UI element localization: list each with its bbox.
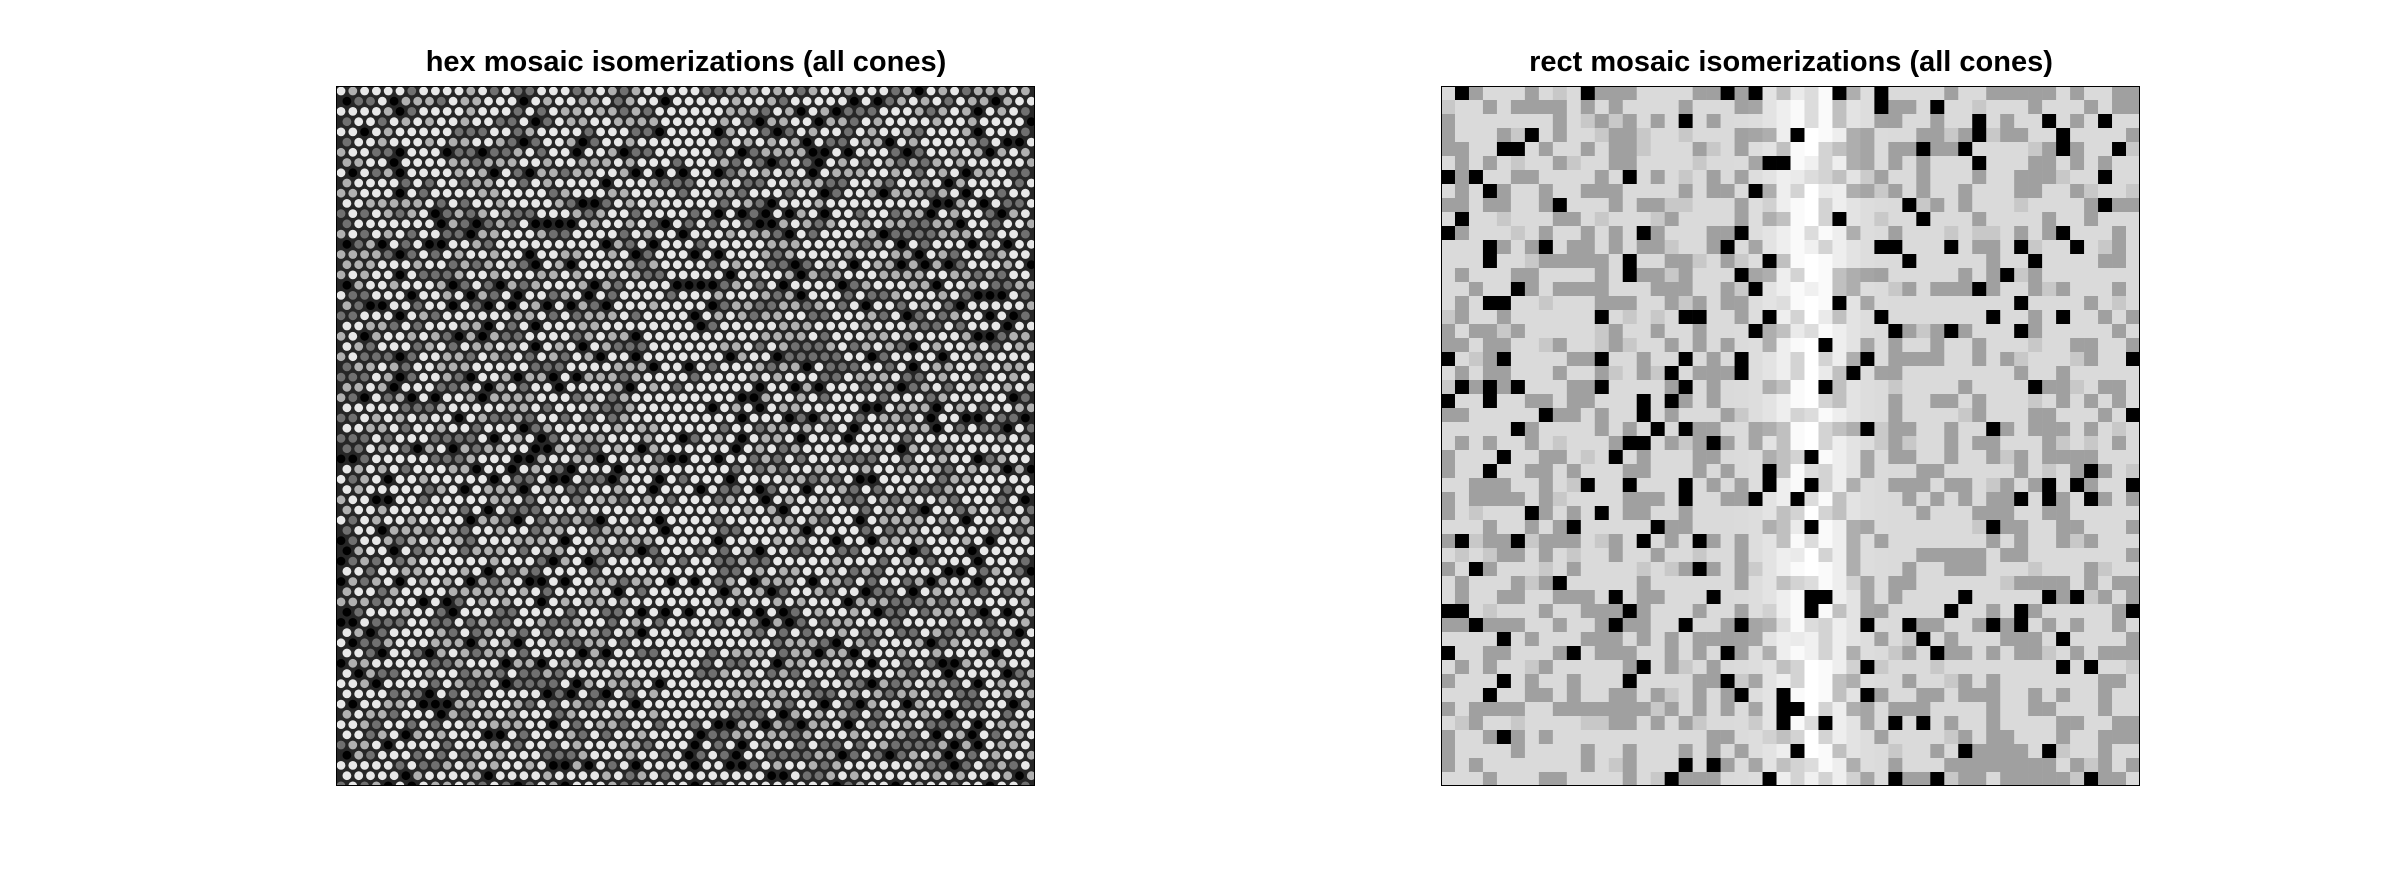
hex-mosaic-image: [336, 86, 1035, 786]
rect-mosaic-title: rect mosaic isomerizations (all cones): [1529, 46, 2053, 78]
hex-mosaic-title: hex mosaic isomerizations (all cones): [425, 46, 947, 78]
hex-cone-layer: [336, 86, 1035, 786]
rect-mosaic-image: [1441, 86, 2140, 786]
rect-cone-layer: [1441, 86, 2140, 786]
